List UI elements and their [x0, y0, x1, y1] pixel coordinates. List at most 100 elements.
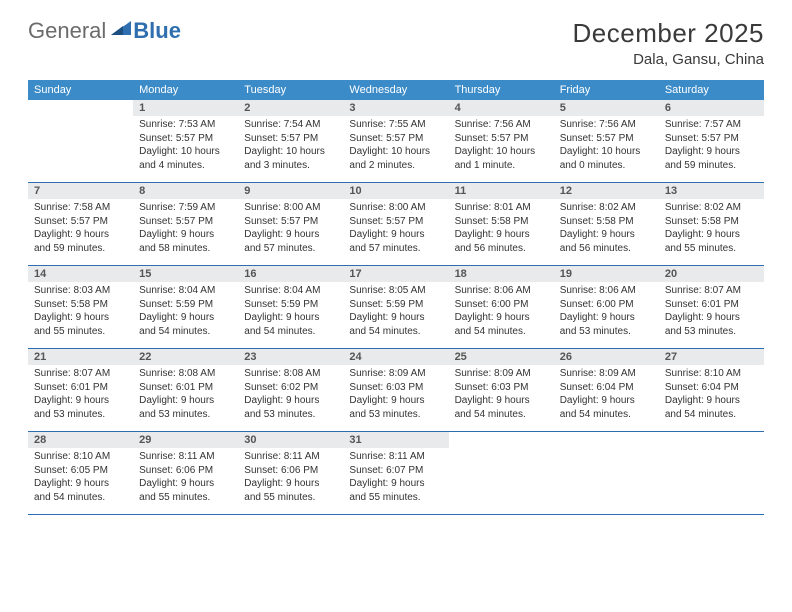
logo-text-general: General: [28, 18, 106, 44]
day-body: Sunrise: 8:07 AMSunset: 6:01 PMDaylight:…: [659, 282, 764, 342]
day-body: Sunrise: 7:55 AMSunset: 5:57 PMDaylight:…: [343, 116, 448, 176]
week-row: 14Sunrise: 8:03 AMSunset: 5:58 PMDayligh…: [28, 266, 764, 349]
sunset-line: Sunset: 5:57 PM: [455, 132, 548, 146]
sunrise-line: Sunrise: 7:56 AM: [455, 118, 548, 132]
day-body: Sunrise: 8:08 AMSunset: 6:02 PMDaylight:…: [238, 365, 343, 425]
sunrise-line: Sunrise: 7:58 AM: [34, 201, 127, 215]
day-body: Sunrise: 8:11 AMSunset: 6:06 PMDaylight:…: [133, 448, 238, 508]
sunrise-line: Sunrise: 8:06 AM: [560, 284, 653, 298]
daylight-line: Daylight: 10 hours and 4 minutes.: [139, 145, 232, 172]
sunset-line: Sunset: 5:59 PM: [244, 298, 337, 312]
day-body: Sunrise: 8:11 AMSunset: 6:06 PMDaylight:…: [238, 448, 343, 508]
sunrise-line: Sunrise: 8:03 AM: [34, 284, 127, 298]
daylight-line: Daylight: 9 hours and 53 minutes.: [139, 394, 232, 421]
sunset-line: Sunset: 6:02 PM: [244, 381, 337, 395]
sunset-line: Sunset: 6:06 PM: [244, 464, 337, 478]
logo: General Blue: [28, 18, 181, 44]
day-cell: 20Sunrise: 8:07 AMSunset: 6:01 PMDayligh…: [659, 266, 764, 348]
day-cell: 13Sunrise: 8:02 AMSunset: 5:58 PMDayligh…: [659, 183, 764, 265]
day-body: Sunrise: 8:08 AMSunset: 6:01 PMDaylight:…: [133, 365, 238, 425]
day-body: Sunrise: 8:01 AMSunset: 5:58 PMDaylight:…: [449, 199, 554, 259]
dow-tuesday: Tuesday: [238, 80, 343, 100]
daylight-line: Daylight: 9 hours and 53 minutes.: [244, 394, 337, 421]
day-cell: 23Sunrise: 8:08 AMSunset: 6:02 PMDayligh…: [238, 349, 343, 431]
dow-monday: Monday: [133, 80, 238, 100]
daylight-line: Daylight: 9 hours and 54 minutes.: [665, 394, 758, 421]
sunset-line: Sunset: 5:57 PM: [244, 215, 337, 229]
daylight-line: Daylight: 9 hours and 55 minutes.: [34, 311, 127, 338]
daylight-line: Daylight: 9 hours and 55 minutes.: [139, 477, 232, 504]
week-row: 7Sunrise: 7:58 AMSunset: 5:57 PMDaylight…: [28, 183, 764, 266]
day-number: 14: [28, 266, 133, 282]
sunrise-line: Sunrise: 7:54 AM: [244, 118, 337, 132]
day-number: 18: [449, 266, 554, 282]
day-body: Sunrise: 8:06 AMSunset: 6:00 PMDaylight:…: [449, 282, 554, 342]
sunrise-line: Sunrise: 7:53 AM: [139, 118, 232, 132]
day-body: Sunrise: 8:03 AMSunset: 5:58 PMDaylight:…: [28, 282, 133, 342]
triangle-icon: [111, 21, 131, 35]
daylight-line: Daylight: 10 hours and 3 minutes.: [244, 145, 337, 172]
day-body: Sunrise: 7:59 AMSunset: 5:57 PMDaylight:…: [133, 199, 238, 259]
sunrise-line: Sunrise: 8:00 AM: [349, 201, 442, 215]
sunrise-line: Sunrise: 8:01 AM: [455, 201, 548, 215]
week-row: 28Sunrise: 8:10 AMSunset: 6:05 PMDayligh…: [28, 432, 764, 515]
sunset-line: Sunset: 6:07 PM: [349, 464, 442, 478]
daylight-line: Daylight: 9 hours and 54 minutes.: [244, 311, 337, 338]
day-body: Sunrise: 7:54 AMSunset: 5:57 PMDaylight:…: [238, 116, 343, 176]
day-cell: 21Sunrise: 8:07 AMSunset: 6:01 PMDayligh…: [28, 349, 133, 431]
day-number: 17: [343, 266, 448, 282]
day-number: 30: [238, 432, 343, 448]
week-row: 1Sunrise: 7:53 AMSunset: 5:57 PMDaylight…: [28, 100, 764, 183]
day-cell: 16Sunrise: 8:04 AMSunset: 5:59 PMDayligh…: [238, 266, 343, 348]
sunrise-line: Sunrise: 8:02 AM: [560, 201, 653, 215]
daylight-line: Daylight: 9 hours and 57 minutes.: [244, 228, 337, 255]
daylight-line: Daylight: 9 hours and 53 minutes.: [560, 311, 653, 338]
day-number: 15: [133, 266, 238, 282]
sunrise-line: Sunrise: 8:04 AM: [139, 284, 232, 298]
day-cell: 12Sunrise: 8:02 AMSunset: 5:58 PMDayligh…: [554, 183, 659, 265]
day-body: Sunrise: 8:05 AMSunset: 5:59 PMDaylight:…: [343, 282, 448, 342]
logo-text-blue: Blue: [133, 18, 181, 44]
day-number: 27: [659, 349, 764, 365]
day-number: 23: [238, 349, 343, 365]
sunset-line: Sunset: 6:01 PM: [34, 381, 127, 395]
day-cell: 15Sunrise: 8:04 AMSunset: 5:59 PMDayligh…: [133, 266, 238, 348]
day-body: Sunrise: 8:02 AMSunset: 5:58 PMDaylight:…: [554, 199, 659, 259]
daylight-line: Daylight: 10 hours and 1 minute.: [455, 145, 548, 172]
day-number: 12: [554, 183, 659, 199]
sunrise-line: Sunrise: 7:55 AM: [349, 118, 442, 132]
sunrise-line: Sunrise: 8:00 AM: [244, 201, 337, 215]
daylight-line: Daylight: 9 hours and 53 minutes.: [34, 394, 127, 421]
daylight-line: Daylight: 9 hours and 56 minutes.: [455, 228, 548, 255]
day-cell: 14Sunrise: 8:03 AMSunset: 5:58 PMDayligh…: [28, 266, 133, 348]
day-cell: 5Sunrise: 7:56 AMSunset: 5:57 PMDaylight…: [554, 100, 659, 182]
day-cell: 3Sunrise: 7:55 AMSunset: 5:57 PMDaylight…: [343, 100, 448, 182]
sunset-line: Sunset: 5:59 PM: [139, 298, 232, 312]
daylight-line: Daylight: 9 hours and 54 minutes.: [349, 311, 442, 338]
sunrise-line: Sunrise: 8:10 AM: [665, 367, 758, 381]
sunrise-line: Sunrise: 8:05 AM: [349, 284, 442, 298]
dow-wednesday: Wednesday: [343, 80, 448, 100]
sunrise-line: Sunrise: 8:04 AM: [244, 284, 337, 298]
daylight-line: Daylight: 9 hours and 55 minutes.: [349, 477, 442, 504]
sunrise-line: Sunrise: 8:06 AM: [455, 284, 548, 298]
day-number: 2: [238, 100, 343, 116]
sunrise-line: Sunrise: 8:09 AM: [560, 367, 653, 381]
sunset-line: Sunset: 6:06 PM: [139, 464, 232, 478]
dow-sunday: Sunday: [28, 80, 133, 100]
day-body: Sunrise: 8:07 AMSunset: 6:01 PMDaylight:…: [28, 365, 133, 425]
daylight-line: Daylight: 10 hours and 2 minutes.: [349, 145, 442, 172]
day-cell: 2Sunrise: 7:54 AMSunset: 5:57 PMDaylight…: [238, 100, 343, 182]
daylight-line: Daylight: 9 hours and 53 minutes.: [665, 311, 758, 338]
sunset-line: Sunset: 6:04 PM: [560, 381, 653, 395]
day-number: 13: [659, 183, 764, 199]
sunset-line: Sunset: 5:57 PM: [139, 132, 232, 146]
weeks-container: 1Sunrise: 7:53 AMSunset: 5:57 PMDaylight…: [28, 100, 764, 515]
day-number: 1: [133, 100, 238, 116]
day-number: 10: [343, 183, 448, 199]
sunrise-line: Sunrise: 7:57 AM: [665, 118, 758, 132]
sunrise-line: Sunrise: 8:02 AM: [665, 201, 758, 215]
day-cell: 24Sunrise: 8:09 AMSunset: 6:03 PMDayligh…: [343, 349, 448, 431]
location-text: Dala, Gansu, China: [573, 51, 765, 68]
day-number: 26: [554, 349, 659, 365]
